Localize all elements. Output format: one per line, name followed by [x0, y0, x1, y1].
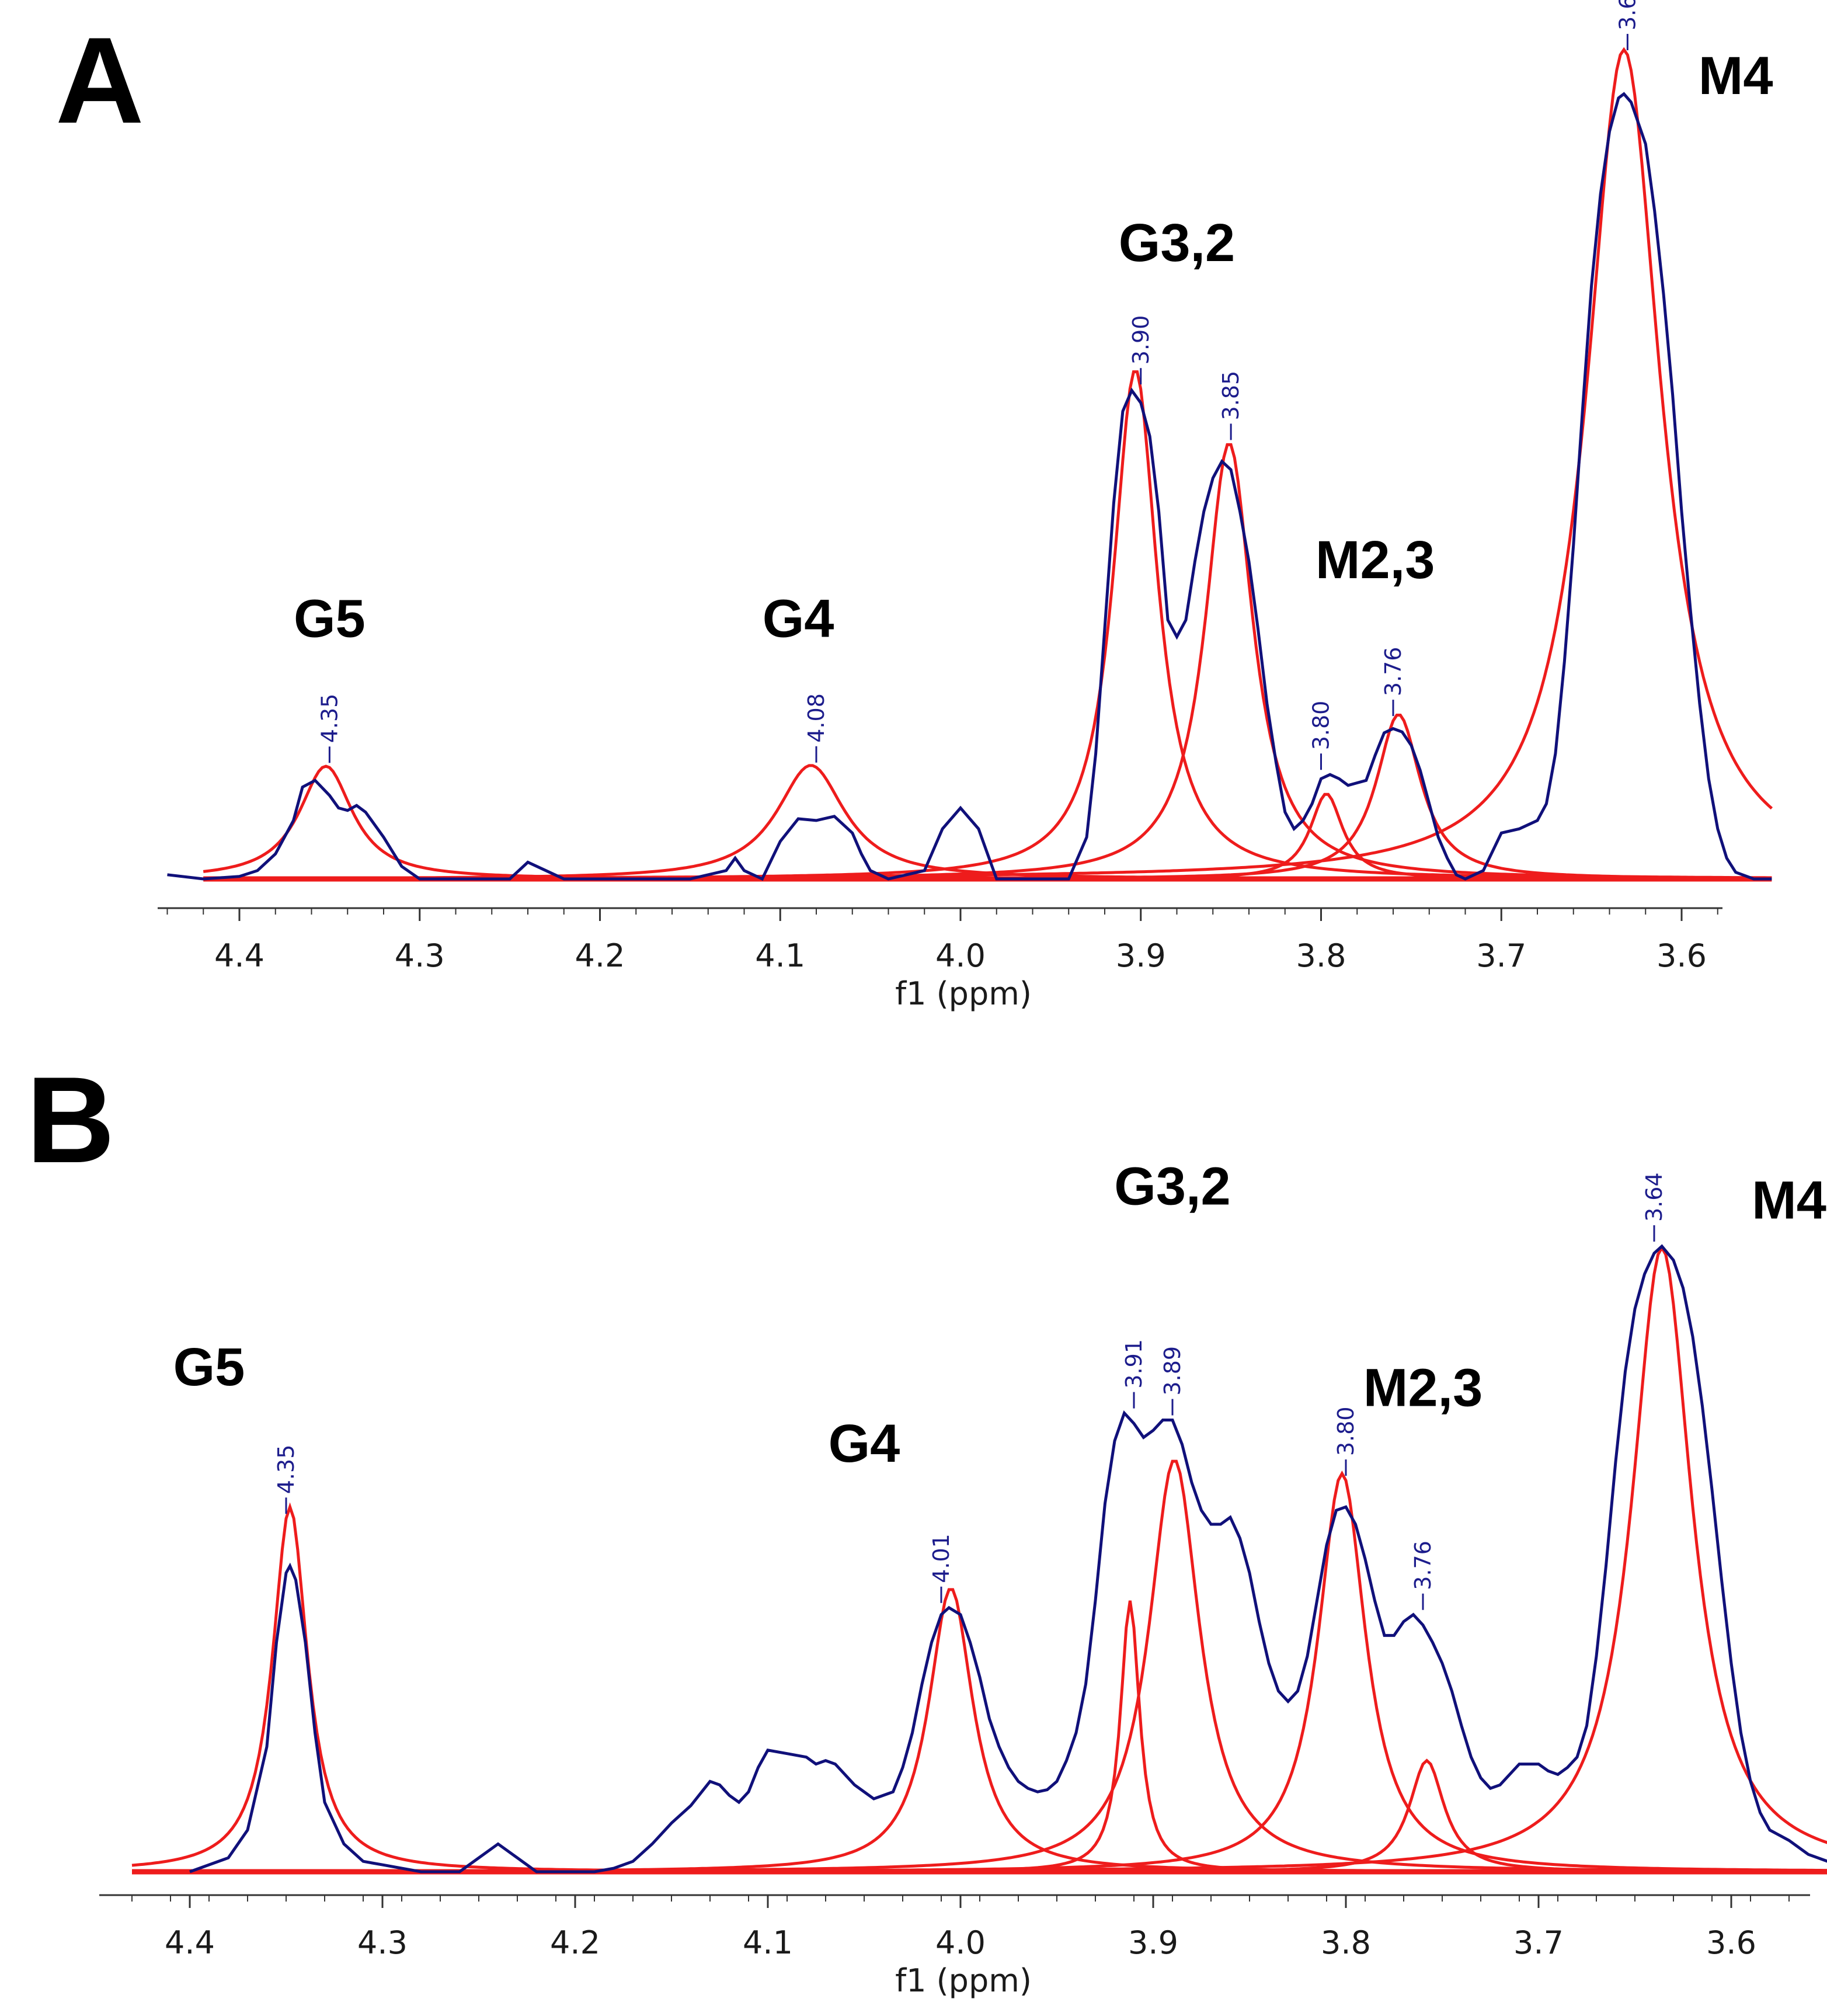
panel-b-tick-label: 3.8	[1321, 1924, 1371, 1961]
panel-a-tick-label: 3.9	[1116, 937, 1166, 974]
panel-a-spectrum-trace	[167, 92, 1772, 881]
panel-b-peak-pick-label: 4.35	[273, 1445, 299, 1494]
panel-a-tick-label: 4.2	[575, 937, 625, 974]
panel-b-peak-pick-label: 4.01	[928, 1534, 954, 1583]
panel-b-fit-component-4	[132, 1459, 1827, 1873]
panel-a-peak-pick-label: 4.35	[316, 694, 342, 743]
panel-a-peak-group-label: M4	[1699, 46, 1773, 106]
panel-a: A 4.4 4.3 4.2 4.1 4.0 3.9 3.8 3.7 3.6 f1 (ppm) 4.3…	[55, 0, 1773, 1012]
panel-b-tick-label: 4.0	[935, 1924, 986, 1961]
panel-a-tick-label: 3.8	[1296, 937, 1346, 974]
panel-a-peak-pick-label: 3.76	[1380, 647, 1406, 697]
panel-b-tick-label: 4.2	[550, 1924, 600, 1961]
panel-b-tick-label: 4.4	[165, 1924, 215, 1961]
panel-a-peak-pick-label: 3.85	[1218, 371, 1244, 420]
panel-b-tick-label: 4.3	[357, 1924, 408, 1961]
panel-a-peak-group-label: M2,3	[1316, 530, 1435, 590]
panel-a-peak-pick-label: 4.08	[803, 693, 829, 743]
panel-a-tick-label: 4.3	[395, 937, 445, 974]
panel-b: B 4.4 4.3 4.2 4.1 4.0 3.9 3.8 3.7 3.6 f1 (ppm) 4.3…	[26, 1051, 1827, 1999]
panel-b-peak-pick-label: 3.64	[1641, 1172, 1667, 1222]
panel-b-peak-group-label: M4	[1752, 1170, 1826, 1230]
panel-b-peak-pick-label: 3.89	[1160, 1346, 1185, 1396]
panel-b-peak-group-label: M2,3	[1363, 1358, 1483, 1418]
panel-a-peak-group-label: G5	[294, 589, 366, 648]
panel-a-x-axis-title: f1 (ppm)	[895, 975, 1032, 1012]
panel-b-peak-group-label: G3,2	[1114, 1157, 1230, 1216]
panel-a-peak-pick-label: 3.63	[1614, 0, 1640, 30]
panel-a-peak-group-label: G4	[763, 589, 834, 648]
panel-b-tick-label: 3.6	[1706, 1924, 1756, 1961]
panel-b-tick-label: 4.1	[743, 1924, 793, 1961]
panel-b-fit-component-1	[131, 1502, 1827, 1874]
panel-a-fit-component-4	[203, 443, 1772, 880]
panel-a-letter: A	[55, 12, 144, 149]
panel-b-x-axis-title: f1 (ppm)	[895, 1962, 1032, 1999]
panel-a-tick-label: 3.6	[1657, 937, 1707, 974]
panel-a-peak-pick-label: 3.80	[1309, 701, 1334, 750]
panel-a-peak-group-label: G3,2	[1119, 213, 1235, 273]
panel-b-peak-group-label: G4	[829, 1414, 900, 1473]
panel-b-spectrum-trace	[189, 1244, 1827, 1874]
panel-a-tick-label: 3.7	[1476, 937, 1526, 974]
panel-b-tick-label: 3.7	[1513, 1924, 1564, 1961]
panel-b-peak-pick-label: 3.80	[1333, 1406, 1359, 1456]
panel-b-letter: B	[26, 1051, 115, 1188]
panel-a-tick-label: 4.0	[935, 937, 986, 974]
panel-a-tick-label: 4.4	[214, 937, 265, 974]
panel-b-fit-component-7	[132, 1245, 1827, 1873]
panel-a-fit-component-3	[203, 370, 1772, 880]
panel-b-peak-pick-label: 3.91	[1121, 1339, 1147, 1389]
panel-b-peak-pick-label: 3.76	[1410, 1541, 1436, 1590]
panel-b-tick-label: 3.9	[1128, 1924, 1178, 1961]
panel-a-tick-label: 4.1	[755, 937, 805, 974]
panel-b-fit-component-2	[132, 1588, 1827, 1873]
panel-b-peak-group-label: G5	[173, 1337, 245, 1397]
panel-a-peak-pick-label: 3.90	[1128, 315, 1154, 365]
panel-a-fit-component-5	[203, 793, 1772, 881]
panel-a-fit-component-7	[203, 47, 1773, 880]
